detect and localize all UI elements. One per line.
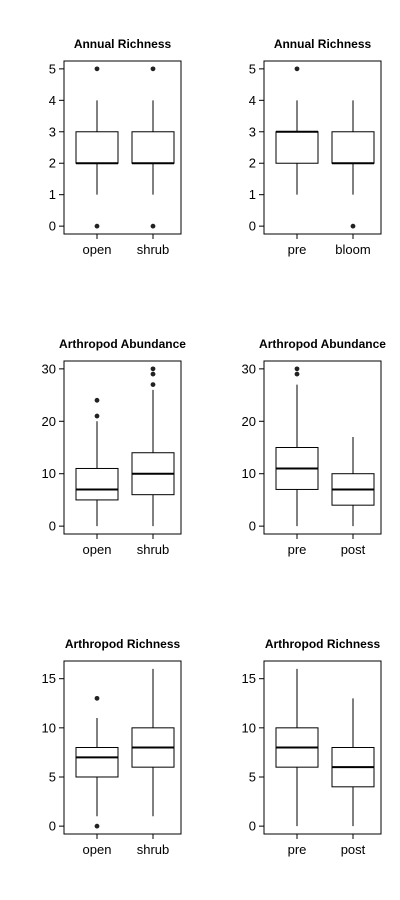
panel-title: Arthropod Richness [65,637,181,651]
outlier-point [94,695,100,701]
panel-4: Arthropod Abundance 0 10 20 30 pre post [242,337,387,557]
y-tick-label: 5 [49,61,56,76]
y-tick-label: 0 [249,219,256,234]
outlier-point [294,366,300,372]
panel-6: Arthropod Richness 0 5 10 15 pre post [242,637,382,857]
x-category-label: open [83,242,112,257]
y-tick-label: 10 [42,466,56,481]
outlier-point [94,413,100,419]
box-shrub [131,668,175,817]
y-tick-label: 2 [49,156,56,171]
box-post [331,437,375,527]
y-tick-label: 0 [49,219,56,234]
box-post [331,698,375,827]
iqr-box [331,131,375,164]
y-tick-label: 5 [249,769,256,784]
x-category-label: open [83,542,112,557]
iqr-box [275,131,319,164]
box-open [75,66,119,229]
x-category-label: shrub [137,842,170,857]
plot-frame [263,360,382,535]
box-open [75,695,119,829]
y-tick-label: 0 [249,519,256,534]
outlier-point [294,66,300,72]
y-tick-label: 0 [49,519,56,534]
panel-5: Arthropod Richness 0 5 10 15 open shrub [42,637,182,857]
y-tick-label: 3 [49,124,56,139]
x-category-label: shrub [137,242,170,257]
panel-title: Annual Richness [74,37,172,51]
y-tick-label: 1 [249,187,256,202]
x-category-label: bloom [335,242,370,257]
box-pre [275,366,319,527]
y-tick-label: 3 [249,124,256,139]
y-tick-label: 0 [49,819,56,834]
panel-2: Annual Richness 0 1 2 3 4 5 pre bloom [249,37,382,257]
panel-title: Arthropod Abundance [259,337,386,351]
x-category-label: shrub [137,542,170,557]
plot-frame [63,660,182,835]
iqr-box [75,747,119,778]
outlier-point [94,223,100,229]
y-tick-label: 20 [242,414,256,429]
panel-3: Arthropod Abundance 0 10 20 30 open shrub [42,337,187,557]
y-tick-label: 10 [42,720,56,735]
panel-1: Annual Richness 0 1 2 3 4 5 open shrub [49,37,182,257]
iqr-box [75,467,119,501]
outlier-point [94,823,100,829]
x-category-label: pre [288,242,307,257]
y-tick-label: 5 [249,61,256,76]
plot-frame [63,360,182,535]
outlier-point [94,66,100,72]
outlier-point [150,371,156,377]
y-tick-label: 4 [49,93,56,108]
outlier-point [150,223,156,229]
y-tick-label: 4 [249,93,256,108]
outlier-point [150,366,156,372]
box-open [75,397,119,527]
plot-frame [263,660,382,835]
y-tick-label: 5 [49,769,56,784]
iqr-box [75,131,119,164]
plot-frame [263,60,382,235]
x-category-label: post [341,842,366,857]
y-tick-label: 30 [242,361,256,376]
box-shrub [131,366,175,527]
y-tick-label: 0 [249,819,256,834]
outlier-point [350,223,356,229]
y-tick-label: 15 [242,671,256,686]
x-category-label: pre [288,542,307,557]
y-tick-label: 30 [42,361,56,376]
plot-frame [63,60,182,235]
y-tick-label: 20 [42,414,56,429]
iqr-box [131,131,175,164]
box-bloom [331,100,375,229]
box-shrub [131,66,175,229]
y-tick-label: 15 [42,671,56,686]
x-category-label: pre [288,842,307,857]
outlier-point [150,382,156,387]
x-category-label: open [83,842,112,857]
y-tick-label: 1 [49,187,56,202]
outlier-point [294,371,300,377]
x-category-label: post [341,542,366,557]
outlier-point [94,397,100,403]
box-pre [275,66,319,195]
outlier-point [150,66,156,72]
y-tick-label: 10 [242,466,256,481]
box-pre [275,668,319,827]
panel-title: Annual Richness [274,37,372,51]
panel-title: Arthropod Abundance [59,337,186,351]
y-tick-label: 10 [242,720,256,735]
panel-title: Arthropod Richness [265,637,381,651]
y-tick-label: 2 [249,156,256,171]
